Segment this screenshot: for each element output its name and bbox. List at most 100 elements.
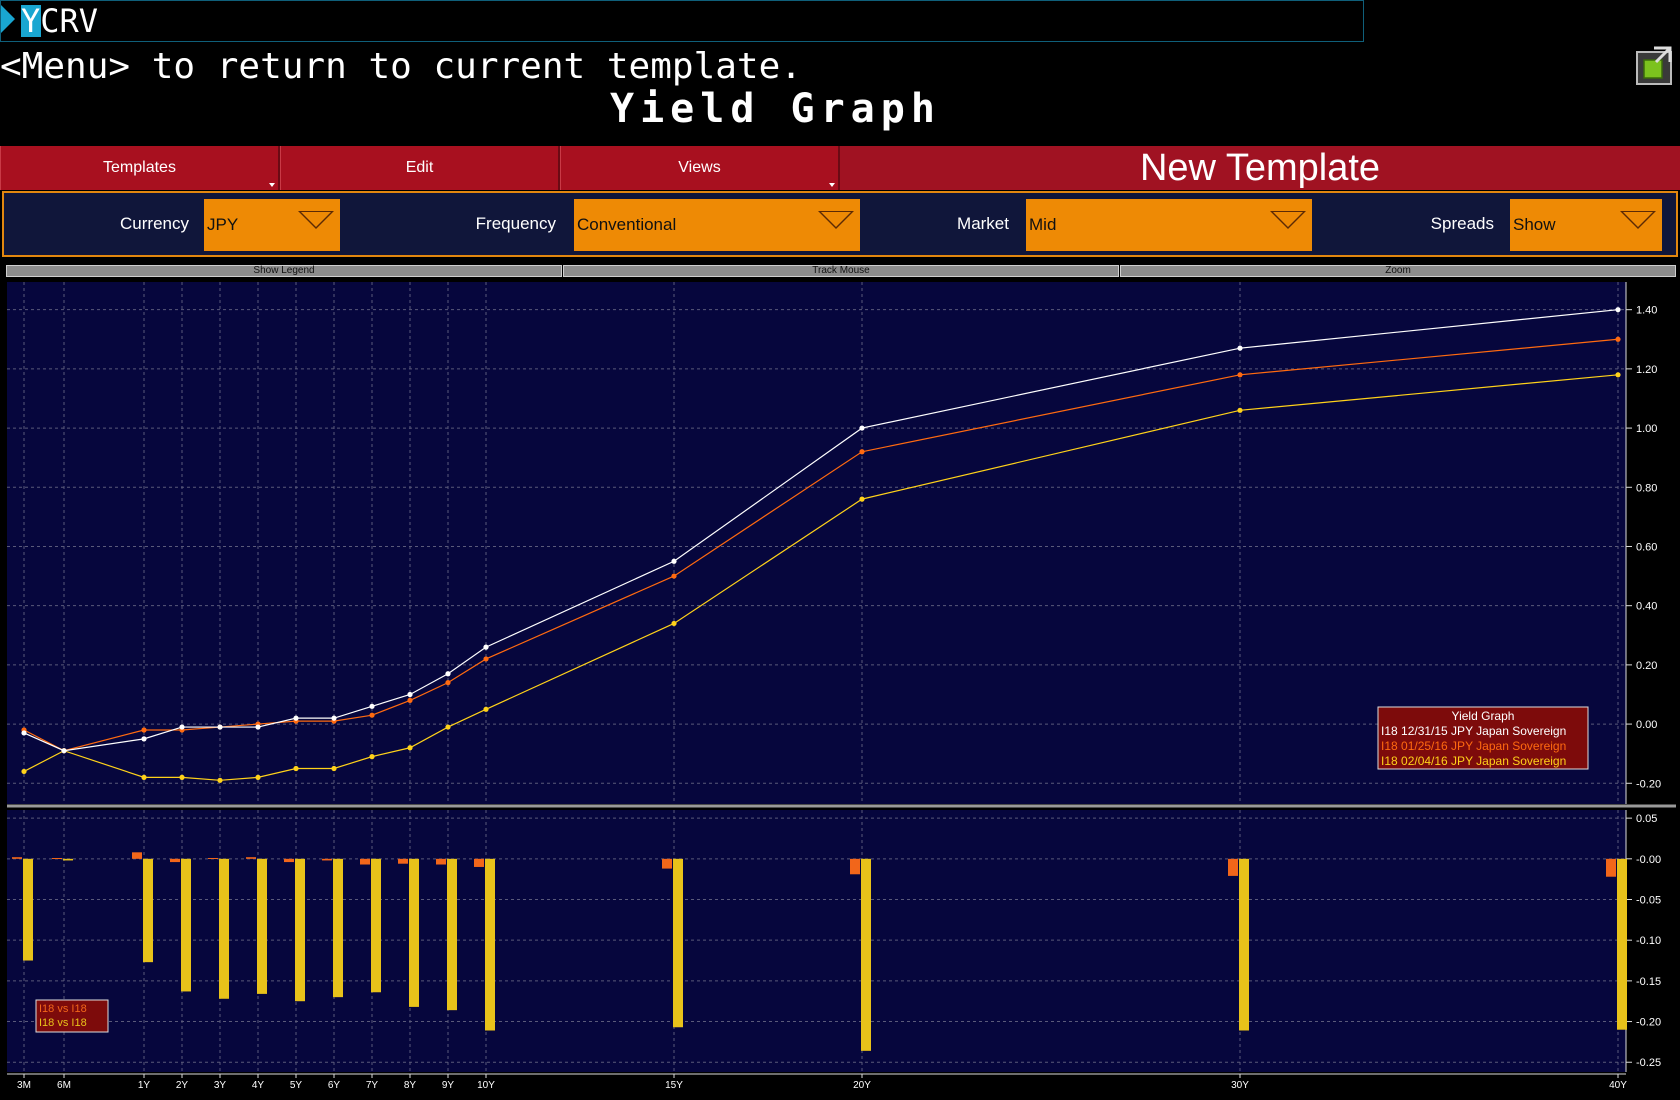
command-arrow-icon bbox=[1, 5, 15, 33]
x-tick-label: 5Y bbox=[290, 1080, 303, 1091]
chart-area[interactable]: Show Legend Track Mouse Zoom 1.40 1.20 1.0… bbox=[2, 262, 1678, 1100]
spread-bar-orange bbox=[1606, 858, 1616, 877]
yield-point bbox=[331, 715, 337, 721]
yield-point bbox=[179, 724, 185, 730]
window-launch-icon[interactable] bbox=[1636, 44, 1674, 86]
yield-point bbox=[1615, 372, 1621, 378]
x-tick-label: 6M bbox=[57, 1080, 71, 1091]
command-text: YCRV bbox=[21, 2, 99, 40]
spread-bar-orange bbox=[662, 858, 672, 869]
x-tick-label: 8Y bbox=[404, 1080, 417, 1091]
yield-point bbox=[217, 724, 223, 730]
x-tick-label: 7Y bbox=[366, 1080, 379, 1091]
legend-entry: I18 01/25/16 JPY Japan Sovereign bbox=[1381, 739, 1566, 753]
spread-bar-orange bbox=[436, 858, 446, 865]
currency-value: JPY bbox=[207, 215, 239, 234]
yield-point bbox=[293, 715, 299, 721]
templates-button[interactable]: Templates bbox=[0, 146, 280, 190]
legend-title: Yield Graph bbox=[1452, 709, 1515, 723]
market-select[interactable]: Mid bbox=[1026, 199, 1312, 251]
templates-label: Templates bbox=[103, 159, 176, 176]
spread-bar-yellow bbox=[447, 858, 457, 1011]
y-tick-label: -0.25 bbox=[1636, 1057, 1661, 1069]
spread-bar-yellow bbox=[143, 858, 153, 963]
frequency-label: Frequency bbox=[475, 214, 556, 233]
yield-point bbox=[483, 644, 489, 650]
spread-bar-orange bbox=[52, 858, 62, 860]
x-tick-label: 15Y bbox=[665, 1080, 683, 1091]
yield-point bbox=[859, 449, 865, 455]
yield-point bbox=[21, 768, 27, 775]
spread-bar-yellow bbox=[1239, 858, 1249, 1031]
spread-bar-orange bbox=[398, 858, 408, 864]
yield-point bbox=[407, 691, 413, 698]
y-tick-label: 1.40 bbox=[1636, 305, 1657, 317]
text-cursor bbox=[21, 5, 41, 37]
spread-bar-yellow bbox=[63, 858, 73, 861]
yield-point bbox=[1237, 345, 1243, 351]
y-tick-label: -0.15 bbox=[1636, 976, 1661, 988]
spread-bar-yellow bbox=[257, 858, 267, 994]
spread-bar-yellow bbox=[23, 858, 33, 961]
dropdown-arrow-icon bbox=[1620, 211, 1656, 229]
y-tick-label: -0.00 bbox=[1636, 854, 1661, 866]
dropdown-caret-icon bbox=[829, 183, 835, 187]
edit-button[interactable]: Edit bbox=[280, 146, 560, 190]
yield-point bbox=[21, 730, 27, 736]
spread-bar-orange bbox=[208, 858, 218, 860]
y-tick-label: -0.20 bbox=[1636, 1017, 1661, 1029]
y-tick-label: -0.20 bbox=[1636, 778, 1661, 790]
x-tick-label: 1Y bbox=[138, 1080, 151, 1091]
yield-plot-area bbox=[7, 282, 1626, 804]
yield-point bbox=[141, 736, 147, 742]
yield-line-series-1 bbox=[23, 309, 1619, 752]
yield-point bbox=[369, 754, 375, 760]
show-legend-button[interactable]: Show Legend bbox=[6, 265, 562, 277]
legend-entry: I18 12/31/15 JPY Japan Sovereign bbox=[1381, 724, 1566, 738]
x-tick-label: 40Y bbox=[1609, 1080, 1627, 1091]
command-line[interactable]: YCRV bbox=[0, 0, 1364, 42]
yield-point bbox=[1237, 372, 1243, 378]
y-tick-label: 0.05 bbox=[1636, 813, 1657, 825]
spread-bar-orange bbox=[246, 857, 256, 859]
y-tick-label: -0.10 bbox=[1636, 935, 1661, 947]
spread-bar-yellow bbox=[673, 858, 683, 1028]
x-tick-label: 3M bbox=[17, 1080, 31, 1091]
spread-bar-orange bbox=[12, 857, 22, 859]
spread-bar-orange bbox=[850, 858, 860, 875]
y-tick-label: 0.20 bbox=[1636, 660, 1657, 672]
yield-point bbox=[407, 697, 413, 703]
yield-point bbox=[445, 680, 451, 686]
menu-hint: <Menu> to return to current template. bbox=[0, 46, 802, 87]
y-tick-label: 0.00 bbox=[1636, 719, 1657, 731]
spread-bar-orange bbox=[170, 858, 180, 863]
yield-point bbox=[293, 765, 299, 772]
x-tick-label: 20Y bbox=[853, 1080, 871, 1091]
spread-bar-yellow bbox=[371, 858, 381, 993]
yield-line-series-3 bbox=[23, 374, 1619, 781]
spread-bar-yellow bbox=[485, 858, 495, 1031]
yield-point bbox=[331, 765, 337, 772]
selector-bar: Currency JPY Frequency Conventional Mark… bbox=[2, 191, 1678, 257]
spread-bar-orange bbox=[360, 858, 370, 865]
yield-chart[interactable]: 1.40 1.20 1.00 0.80 0.60 0.40 0.20 0.00 -0.20 0.0… bbox=[2, 262, 1678, 1100]
spreads-select[interactable]: Show bbox=[1510, 199, 1662, 251]
x-tick-label: 30Y bbox=[1231, 1080, 1249, 1091]
dropdown-arrow-icon bbox=[818, 211, 854, 229]
frequency-select[interactable]: Conventional bbox=[574, 199, 860, 251]
currency-label: Currency bbox=[120, 214, 189, 233]
yield-point bbox=[255, 724, 261, 730]
currency-select[interactable]: JPY bbox=[204, 199, 340, 251]
market-value: Mid bbox=[1029, 215, 1057, 234]
zoom-button[interactable]: Zoom bbox=[1120, 265, 1676, 277]
views-button[interactable]: Views bbox=[560, 146, 840, 190]
spread-bar-yellow bbox=[861, 858, 871, 1051]
frequency-value: Conventional bbox=[577, 215, 677, 234]
spread-bar-yellow bbox=[219, 858, 229, 999]
spread-bar-orange bbox=[474, 858, 484, 867]
yield-point bbox=[179, 774, 185, 780]
track-mouse-button[interactable]: Track Mouse bbox=[563, 265, 1119, 277]
spread-bar-yellow bbox=[409, 858, 419, 1007]
x-tick-label: 2Y bbox=[176, 1080, 189, 1091]
y-tick-label: 1.20 bbox=[1636, 364, 1657, 376]
